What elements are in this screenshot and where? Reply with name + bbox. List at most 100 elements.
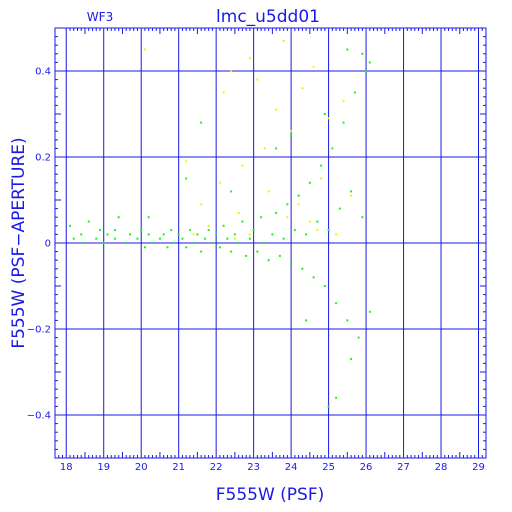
axis-ticks <box>55 27 487 459</box>
data-point <box>305 233 308 236</box>
x-tick-label: 29 <box>472 462 485 473</box>
data-point <box>200 121 203 124</box>
tick-labels: 18 19 20 21 22 23 24 25 26 27 28 29 0.4 0.2 0 −0.2 −0.4 <box>27 67 485 474</box>
data-point <box>185 246 188 249</box>
data-point <box>72 237 75 240</box>
data-point-secondary <box>256 78 259 81</box>
data-point <box>188 229 191 232</box>
data-point-secondary <box>237 211 240 214</box>
data-point-secondary <box>301 87 304 90</box>
data-point <box>245 254 248 257</box>
x-tick-label: 18 <box>60 462 73 473</box>
data-point <box>252 229 255 232</box>
x-tick-label: 20 <box>135 462 148 473</box>
data-point <box>230 250 233 253</box>
data-point <box>83 242 86 244</box>
data-point <box>248 237 251 240</box>
data-point-secondary <box>267 190 270 193</box>
x-tick-label: 22 <box>210 462 223 473</box>
data-point <box>215 233 218 236</box>
data-point <box>365 70 368 72</box>
data-point <box>113 237 116 240</box>
data-point <box>241 220 244 223</box>
data-point <box>125 242 128 244</box>
data-point-secondary <box>297 203 300 206</box>
data-point <box>128 233 131 236</box>
data-point <box>147 216 150 219</box>
data-point <box>271 233 274 236</box>
y-tick-label: −0.4 <box>27 411 51 422</box>
data-point <box>368 310 371 313</box>
chart-title: lmc_u5dd01 <box>216 7 320 27</box>
x-axis-label: F555W (PSF) <box>216 485 325 505</box>
data-point-secondary <box>350 194 353 197</box>
y-tick-label: 0.2 <box>35 153 51 164</box>
data-point <box>237 242 240 244</box>
data-point <box>275 211 278 214</box>
data-point <box>353 91 356 94</box>
data-point <box>87 220 90 223</box>
data-point <box>312 276 315 279</box>
data-point <box>80 233 83 236</box>
data-point <box>346 48 349 51</box>
x-tick-label: 28 <box>435 462 448 473</box>
data-point <box>338 207 341 210</box>
data-point-secondary <box>233 237 236 240</box>
data-point <box>158 237 161 240</box>
data-point-secondary <box>282 39 285 42</box>
data-point <box>368 61 371 64</box>
data-point-secondary <box>286 216 289 219</box>
data-point <box>335 302 338 305</box>
data-point-secondary <box>335 233 338 236</box>
data-point <box>203 237 206 240</box>
data-point <box>267 259 270 262</box>
data-point <box>207 229 210 232</box>
data-point <box>290 263 293 266</box>
data-point <box>293 229 296 232</box>
data-point <box>350 190 353 193</box>
x-tick-label: 25 <box>322 462 335 473</box>
x-tick-label: 21 <box>172 462 185 473</box>
x-tick-label: 23 <box>247 462 260 473</box>
data-point <box>222 224 225 227</box>
data-point-secondary <box>308 220 311 223</box>
data-point <box>320 164 323 167</box>
data-point-secondary <box>290 130 293 133</box>
data-point-secondary <box>218 181 221 184</box>
data-point <box>117 216 120 219</box>
x-tick-label: 19 <box>97 462 110 473</box>
data-point <box>162 233 165 236</box>
data-point <box>68 224 71 227</box>
data-point <box>263 242 266 244</box>
data-point <box>346 319 349 322</box>
subtitle: WF3 <box>87 10 113 24</box>
data-point-secondary <box>316 229 319 232</box>
data-point <box>278 254 281 257</box>
data-point <box>342 121 345 124</box>
data-point <box>136 237 139 240</box>
data-point-secondary <box>275 108 278 111</box>
data-point-secondary <box>263 147 266 150</box>
data-point <box>357 336 360 339</box>
data-point-secondary <box>312 65 315 68</box>
data-point-secondary <box>320 177 323 180</box>
data-point <box>185 177 188 180</box>
data-point <box>335 396 338 399</box>
data-points <box>68 39 371 408</box>
data-point-secondary <box>248 233 251 236</box>
data-point <box>286 203 289 206</box>
data-point <box>170 229 173 232</box>
y-axis-label: F555W (PSF−APERTURE) <box>9 137 29 348</box>
data-point <box>151 242 154 244</box>
x-tick-label: 24 <box>285 462 298 473</box>
data-point <box>173 242 176 244</box>
data-point <box>316 220 319 223</box>
data-point <box>147 233 150 236</box>
x-tick-label: 27 <box>397 462 410 473</box>
data-point-secondary <box>207 224 210 227</box>
data-point <box>181 237 184 240</box>
data-point <box>95 237 98 240</box>
data-point <box>301 267 304 270</box>
data-point <box>290 134 293 137</box>
